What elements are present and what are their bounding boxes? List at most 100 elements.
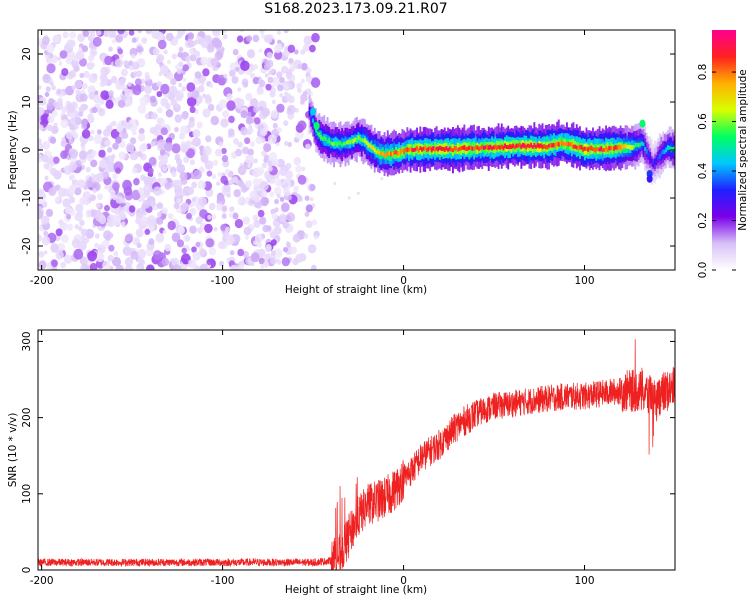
noise-blob bbox=[194, 71, 202, 79]
noise-blob bbox=[73, 123, 79, 130]
colorbar-gradient bbox=[712, 30, 736, 270]
ridge-cell bbox=[398, 151, 401, 156]
noise-blob bbox=[90, 159, 98, 168]
noise-blob bbox=[53, 185, 59, 192]
noise-blob bbox=[271, 213, 278, 220]
noise-blob bbox=[165, 71, 174, 80]
noise-blob bbox=[128, 60, 134, 66]
ridge-cell bbox=[549, 142, 552, 148]
ridge-cell bbox=[610, 146, 612, 151]
ridge-cell bbox=[673, 146, 675, 151]
noise-blob bbox=[170, 98, 178, 107]
noise-blob bbox=[234, 218, 244, 229]
y-tick-label: 0 bbox=[21, 567, 33, 574]
noise-blob bbox=[82, 30, 90, 38]
ridge-cell bbox=[482, 145, 485, 150]
snr-y-axis-label: SNR (10 * v/v) bbox=[7, 413, 19, 488]
ridge-cell bbox=[611, 146, 614, 151]
ridge-cell bbox=[642, 142, 645, 147]
noise-blob bbox=[182, 64, 189, 72]
noise-blob bbox=[152, 48, 160, 56]
noise-blob bbox=[57, 97, 63, 104]
noise-blob bbox=[95, 202, 101, 208]
noise-blob bbox=[41, 193, 47, 199]
noise-blob bbox=[60, 261, 67, 269]
noise-blob bbox=[193, 169, 202, 180]
noise-blob bbox=[273, 248, 283, 258]
noise-blob bbox=[286, 242, 292, 248]
ridge-cell bbox=[360, 138, 363, 142]
ridge-cell bbox=[334, 141, 337, 146]
noise-blob bbox=[180, 143, 189, 153]
colorbar-tick-label: 0.8 bbox=[697, 64, 709, 81]
noise-blob bbox=[47, 115, 55, 123]
noise-blob bbox=[220, 175, 228, 184]
noise-blob bbox=[253, 158, 258, 164]
noise-blob bbox=[305, 204, 313, 213]
noise-blob bbox=[219, 260, 225, 267]
noise-blob bbox=[59, 50, 68, 59]
noise-blob bbox=[156, 117, 163, 125]
ridge-cell bbox=[323, 135, 326, 141]
x-tick-label: -200 bbox=[30, 575, 54, 587]
noise-blob bbox=[38, 211, 42, 217]
ridge-cell bbox=[406, 147, 409, 153]
noise-blob bbox=[41, 154, 49, 163]
noise-blob bbox=[141, 37, 148, 44]
ridge-cell bbox=[422, 146, 425, 151]
noise-blob bbox=[197, 180, 206, 190]
noise-blob bbox=[292, 258, 299, 266]
noise-blob bbox=[135, 228, 144, 238]
ridge-cell bbox=[448, 146, 451, 151]
ridge-cell bbox=[561, 141, 563, 146]
ridge-cell bbox=[526, 143, 529, 148]
noise-blob bbox=[92, 36, 102, 47]
noise-blob bbox=[70, 174, 76, 180]
noise-blob bbox=[230, 264, 238, 270]
noise-blob bbox=[62, 31, 69, 39]
ridge-cell bbox=[531, 145, 534, 149]
noise-blob bbox=[99, 160, 107, 169]
ridge-cell bbox=[634, 142, 637, 148]
noise-blob bbox=[69, 70, 77, 78]
noise-blob bbox=[253, 194, 261, 203]
noise-blob bbox=[177, 226, 186, 235]
noise-blob bbox=[72, 133, 79, 140]
noise-blob bbox=[208, 202, 216, 211]
noise-blob bbox=[310, 77, 321, 88]
noise-blob bbox=[93, 134, 103, 144]
noise-blob bbox=[86, 153, 94, 162]
ridge-cell bbox=[566, 141, 568, 147]
noise-blob bbox=[118, 151, 126, 160]
noise-blob bbox=[179, 171, 188, 181]
noise-blob bbox=[164, 243, 172, 252]
noise-blob bbox=[188, 120, 195, 128]
noise-blob bbox=[287, 194, 293, 201]
noise-blob bbox=[226, 239, 232, 246]
ridge-cell bbox=[650, 158, 653, 163]
noise-blob bbox=[176, 197, 182, 204]
noise-blob bbox=[207, 104, 215, 112]
ridge-cell bbox=[474, 145, 477, 150]
noise-blob bbox=[281, 65, 289, 74]
noise-blob bbox=[233, 138, 239, 145]
x-tick-label: -100 bbox=[211, 275, 235, 287]
noise-blob bbox=[304, 195, 310, 201]
noise-blob bbox=[265, 59, 274, 69]
noise-blob bbox=[263, 154, 270, 161]
ridge-cell bbox=[310, 112, 313, 118]
ridge-cell bbox=[442, 146, 445, 151]
noise-blob bbox=[113, 257, 122, 267]
noise-blob bbox=[284, 51, 290, 57]
ridge-cell bbox=[443, 147, 446, 152]
noise-blob bbox=[174, 153, 181, 160]
noise-blob bbox=[229, 69, 236, 77]
noise-blob bbox=[259, 216, 267, 225]
noise-blob bbox=[245, 235, 249, 240]
noise-blob bbox=[89, 194, 96, 202]
noise-blob bbox=[123, 60, 129, 66]
ridge-cell bbox=[458, 147, 461, 151]
noise-blob bbox=[123, 246, 132, 256]
noise-blob bbox=[153, 186, 162, 196]
ridge-cell bbox=[655, 157, 658, 162]
